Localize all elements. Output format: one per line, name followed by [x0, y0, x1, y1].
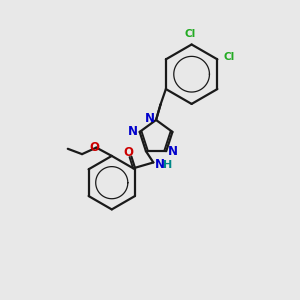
Text: N: N	[168, 145, 178, 158]
Text: O: O	[89, 140, 99, 154]
Text: O: O	[123, 146, 134, 159]
Text: Cl: Cl	[184, 29, 196, 39]
Text: H: H	[163, 160, 172, 170]
Text: N: N	[128, 125, 138, 138]
Text: N: N	[155, 158, 165, 171]
Text: N: N	[145, 112, 154, 125]
Text: Cl: Cl	[224, 52, 235, 62]
